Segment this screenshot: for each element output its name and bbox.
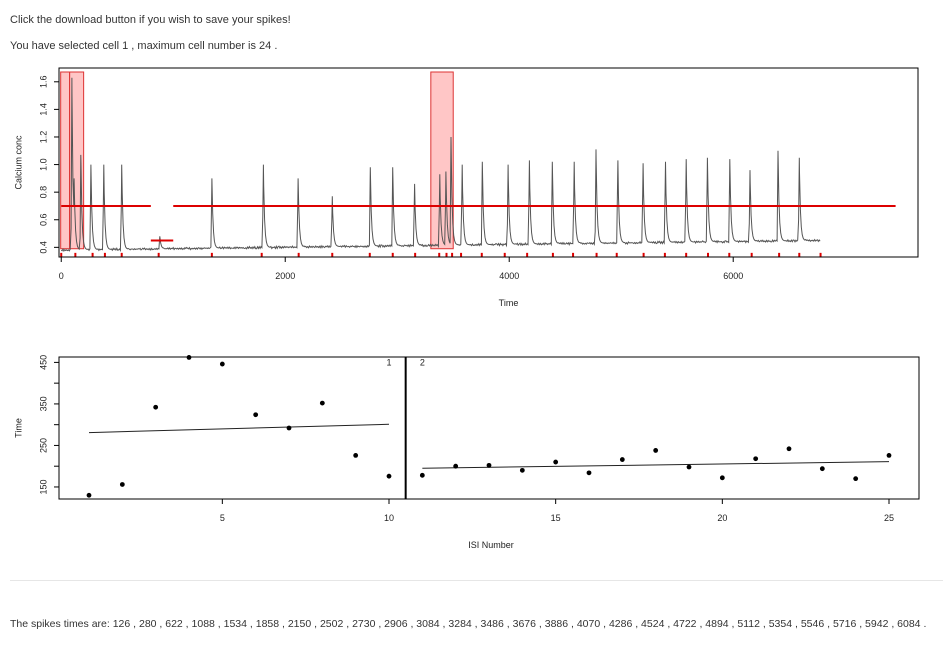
download-instruction: Click the download button if you wish to…	[10, 14, 291, 26]
isi-x-tick-label-10: 10	[384, 513, 394, 523]
isi-point-10	[386, 473, 392, 479]
isi-point-18	[653, 448, 659, 453]
isi-y-tick-label-450: 450	[38, 355, 48, 370]
plot1-frame	[58, 67, 919, 258]
spike-times-suffix: .	[920, 618, 927, 630]
panel-label-2: 2	[420, 358, 425, 368]
isi-point-7	[286, 425, 292, 431]
y-tick-label-1: 0.6	[38, 213, 48, 226]
y-tick-label-2: 0.8	[38, 186, 48, 199]
x-tick-label-6000: 6000	[723, 271, 743, 281]
calcium-trace-line	[60, 77, 821, 253]
isi-point-4	[186, 355, 192, 360]
section-divider	[10, 580, 943, 581]
isi-point-9	[353, 453, 359, 458]
calcium-trace-plot: 0 2000 4000 6000 0.4 0.6 0.8 1.0 1.2 1.4 1.6 Time Ca…	[13, 67, 919, 308]
spike-times-list: 126 , 280 , 622 , 1088 , 1534 , 1858 , 2…	[112, 618, 921, 630]
x-tick-label-0: 0	[59, 271, 64, 281]
isi-point-13	[486, 462, 492, 468]
spike-times-text: The spikes times are: 126 , 280 , 622 , …	[10, 618, 926, 630]
isi-point-2	[119, 482, 125, 487]
y-tick-label-4: 1.2	[38, 131, 48, 144]
highlight-region-1	[60, 71, 71, 250]
isi-point-22	[786, 446, 792, 452]
isi-x-axis-label: ISI Number	[468, 540, 514, 550]
isi-point-25	[886, 453, 892, 458]
isi-point-24	[853, 476, 859, 482]
panel-label-1: 1	[386, 358, 391, 368]
isi-x-tick-label-20: 20	[717, 513, 727, 523]
x-tick-label-4000: 4000	[499, 271, 519, 281]
fit-line-2	[422, 461, 890, 469]
y-tick-label-3: 1.0	[38, 158, 48, 171]
y-tick-label-6: 1.6	[38, 76, 48, 89]
isi-point-1	[86, 492, 92, 498]
isi-y-tick-label-150: 150	[38, 479, 48, 494]
y-tick-label-5: 1.4	[38, 103, 48, 116]
isi-point-17	[619, 457, 625, 462]
isi-point-21	[753, 456, 759, 462]
isi-x-tick-label-15: 15	[551, 513, 561, 523]
x-axis-label: Time	[499, 298, 519, 308]
isi-point-3	[153, 404, 159, 410]
fit-line-1	[88, 423, 390, 434]
isi-point-6	[253, 412, 259, 418]
isi-point-20	[719, 475, 725, 481]
isi-point-15	[553, 459, 559, 465]
isi-point-19	[686, 464, 692, 470]
isi-y-tick-label-350: 350	[38, 396, 48, 411]
isi-point-14	[519, 467, 525, 473]
isi-x-tick-label-5: 5	[220, 513, 225, 523]
cell-selection-status: You have selected cell 1 , maximum cell …	[10, 40, 278, 52]
spike-times-prefix: The spikes times are:	[10, 618, 113, 630]
y-tick-label-0: 0.4	[38, 241, 48, 254]
isi-point-16	[586, 470, 592, 476]
highlight-region-3	[430, 71, 454, 250]
isi-point-5	[219, 361, 225, 367]
isi-y-axis-label: Time	[13, 418, 23, 438]
isi-point-11	[419, 472, 425, 478]
x-tick-label-2000: 2000	[275, 271, 295, 281]
isi-point-23	[819, 466, 825, 472]
isi-x-tick-label-25: 25	[884, 513, 894, 523]
plot2-frame	[58, 356, 920, 500]
isi-y-tick-label-250: 250	[38, 438, 48, 453]
isi-point-8	[319, 400, 325, 406]
y-axis-label: Calcium conc	[13, 135, 23, 190]
isi-point-12	[453, 463, 459, 469]
